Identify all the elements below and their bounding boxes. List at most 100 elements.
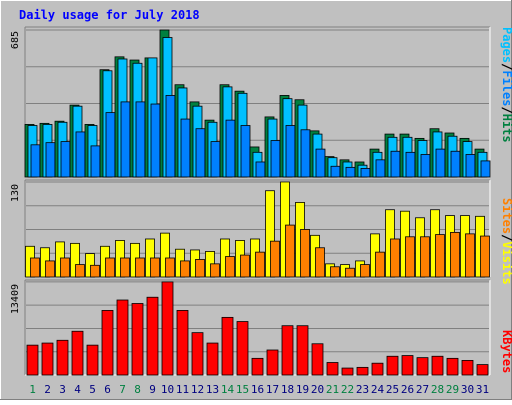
- bar-kbytes-day-14: [221, 316, 234, 376]
- x-tick-label-17: 17: [266, 383, 279, 396]
- bar-kbytes-day-15: [236, 321, 249, 376]
- bar-kbytes-day-17: [266, 349, 279, 376]
- x-tick-label-2: 2: [44, 383, 51, 396]
- x-tick-label-14: 14: [221, 383, 235, 396]
- bar-kbytes-day-4: [71, 330, 84, 376]
- bar-visits-day-10: [160, 232, 170, 278]
- panel-kbytes: 13409: [10, 279, 491, 376]
- bar-pages-day-22: [345, 166, 356, 178]
- legend-sep-2: /: [500, 106, 512, 113]
- x-tick-label-24: 24: [371, 383, 385, 396]
- x-tick-label-30: 30: [461, 383, 474, 396]
- legend-pages: Pages: [500, 27, 512, 63]
- bar-pages-day-9: [150, 103, 161, 178]
- bar-pages-day-23: [360, 168, 371, 178]
- bar-sites-day-8: [135, 257, 145, 278]
- bar-kbytes-day-6: [101, 310, 114, 376]
- x-tick-label-21: 21: [326, 383, 339, 396]
- bar-pages-day-7: [120, 101, 131, 178]
- x-tick-label-3: 3: [59, 383, 66, 396]
- bar-pages-day-20: [315, 148, 326, 178]
- bar-kbytes-day-27: [416, 357, 429, 376]
- legend-visits: Visits: [500, 241, 512, 284]
- ymax-label-kbytes: 13409: [10, 284, 21, 314]
- bar-sites-day-30: [465, 233, 475, 278]
- bar-kbytes-day-2: [41, 342, 54, 376]
- bar-kbytes-day-8: [131, 303, 144, 376]
- x-tick-label-7: 7: [119, 383, 126, 396]
- bar-pages-day-14: [225, 119, 236, 178]
- legend-bot: KBytes: [500, 330, 512, 373]
- bar-sites-day-16: [255, 251, 265, 278]
- bar-kbytes-day-3: [56, 339, 69, 376]
- bar-kbytes-day-9: [146, 296, 159, 376]
- bar-kbytes-day-1: [26, 344, 39, 376]
- bar-sites-day-28: [435, 234, 445, 278]
- bar-sites-day-12: [195, 259, 205, 278]
- legend-kbytes: KBytes: [500, 330, 512, 373]
- bar-kbytes-day-31: [476, 364, 489, 376]
- bar-sites-day-11: [180, 260, 190, 278]
- bar-kbytes-day-13: [206, 342, 219, 376]
- x-tick-label-5: 5: [89, 383, 96, 396]
- bar-sites-day-20: [315, 247, 325, 278]
- bar-kbytes-day-11: [176, 310, 189, 376]
- bar-pages-day-26: [405, 151, 416, 178]
- panel-hits-files-pages: 685: [10, 26, 491, 178]
- bar-pages-day-27: [420, 154, 431, 178]
- x-tick-label-26: 26: [401, 383, 414, 396]
- bar-pages-day-11: [180, 118, 191, 178]
- bar-sites-day-10: [165, 257, 175, 278]
- bar-kbytes-day-16: [251, 357, 264, 376]
- ymax-label-visits-sites: 130: [10, 184, 21, 202]
- bar-sites-day-18: [285, 224, 295, 278]
- bar-sites-day-13: [210, 263, 220, 278]
- x-tick-label-12: 12: [191, 383, 204, 396]
- x-tick-label-20: 20: [311, 383, 324, 396]
- bar-kbytes-day-28: [431, 355, 444, 376]
- x-tick-label-31: 31: [476, 383, 489, 396]
- bar-sites-day-27: [420, 236, 430, 278]
- bar-sites-day-25: [390, 238, 400, 278]
- bar-pages-day-30: [465, 154, 476, 178]
- bar-pages-day-3: [60, 141, 71, 178]
- bar-kbytes-day-10: [161, 281, 174, 376]
- legend-sites: Sites: [500, 198, 512, 234]
- bar-kbytes-day-19: [296, 325, 309, 376]
- bar-sites-day-17: [270, 240, 280, 278]
- x-tick-label-19: 19: [296, 383, 309, 396]
- bar-pages-day-8: [135, 101, 146, 178]
- x-tick-label-22: 22: [341, 383, 354, 396]
- legend-top-text: Pages/Files/Hits: [500, 27, 512, 143]
- bar-pages-day-12: [195, 128, 206, 178]
- bar-kbytes-day-12: [191, 332, 204, 376]
- bar-pages-day-6: [105, 112, 116, 178]
- bar-pages-day-5: [90, 145, 101, 178]
- bar-pages-day-2: [45, 142, 56, 178]
- bar-kbytes-day-21: [326, 362, 339, 376]
- bar-kbytes-day-26: [401, 355, 414, 376]
- x-tick-label-27: 27: [416, 383, 429, 396]
- bar-kbytes-day-23: [356, 366, 369, 376]
- bar-sites-day-15: [240, 254, 250, 278]
- bar-sites-day-21: [330, 266, 340, 278]
- bar-sites-day-5: [90, 264, 100, 278]
- bar-sites-day-31: [480, 235, 490, 278]
- x-tick-label-16: 16: [251, 383, 264, 396]
- bar-sites-day-2: [45, 260, 55, 278]
- x-tick-label-11: 11: [176, 383, 189, 396]
- x-tick-label-10: 10: [161, 383, 174, 396]
- bar-pages-day-31: [480, 160, 491, 178]
- bar-sites-day-14: [225, 256, 235, 278]
- bar-pages-day-10: [165, 95, 176, 178]
- bar-sites-day-19: [300, 229, 310, 278]
- bar-pages-day-13: [210, 141, 221, 178]
- bar-kbytes-day-18: [281, 325, 294, 376]
- x-tick-label-6: 6: [104, 383, 111, 396]
- bar-sites-day-29: [450, 231, 460, 278]
- bar-pages-day-25: [390, 150, 401, 178]
- bar-kbytes-day-5: [86, 344, 99, 376]
